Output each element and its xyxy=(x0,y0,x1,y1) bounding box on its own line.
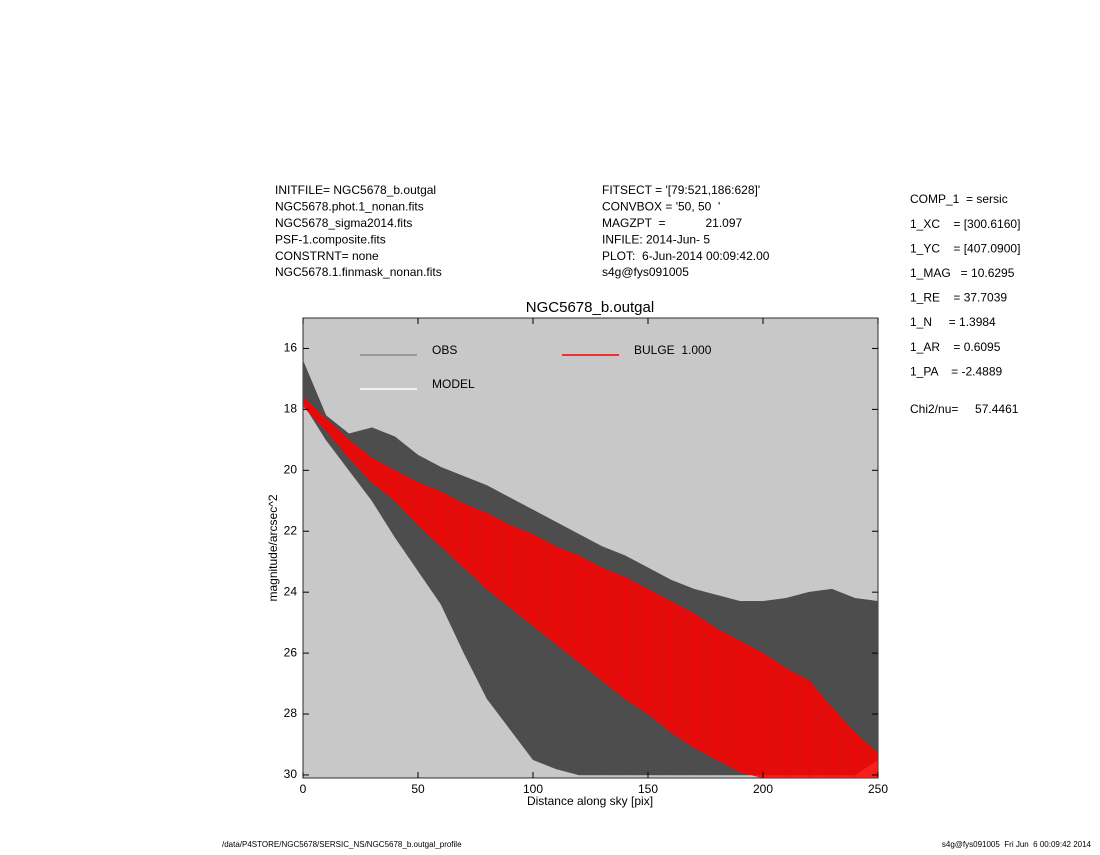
plot-area xyxy=(303,360,878,778)
x-tick-label: 0 xyxy=(300,782,307,796)
fit-parameter: 1_PA = -2.4889 xyxy=(910,364,1003,378)
header-center-line: CONVBOX = '50, 50 ' xyxy=(602,200,720,214)
fit-parameter: 1_RE = 37.7039 xyxy=(910,291,1007,305)
y-tick-label: 22 xyxy=(284,523,298,537)
x-tick-label: 200 xyxy=(753,782,773,796)
band-segment xyxy=(716,628,741,773)
y-tick-label: 20 xyxy=(284,462,298,476)
legend-label: OBS xyxy=(432,343,457,357)
chi2: Chi2/nu= 57.4461 xyxy=(910,402,1019,416)
x-tick-label: 250 xyxy=(868,782,888,796)
band-segment xyxy=(670,600,695,749)
footer-left: /data/P4STORE/NGC5678/SERSIC_NS/NGC5678_… xyxy=(222,840,462,849)
x-tick-label: 150 xyxy=(638,782,658,796)
y-tick-label: 30 xyxy=(284,767,298,781)
header-left-line: PSF-1.composite.fits xyxy=(275,232,386,246)
band-segment xyxy=(555,546,580,663)
band-segment xyxy=(785,667,810,778)
fit-parameter: COMP_1 = sersic xyxy=(910,192,1008,206)
fit-parameter: 1_XC = [300.6160] xyxy=(910,217,1020,231)
band-segment xyxy=(532,533,557,645)
legend-label: BULGE 1.000 xyxy=(634,343,712,357)
band-segment xyxy=(762,652,787,778)
x-axis-label: Distance along sky [pix] xyxy=(527,794,653,808)
band-segment xyxy=(854,597,878,776)
chart-title: NGC5678_b.outgal xyxy=(526,299,654,316)
header-center-line: PLOT: 6-Jun-2014 00:09:42.00 xyxy=(602,249,770,263)
fit-parameter: 1_AR = 0.6095 xyxy=(910,340,1001,354)
header-center-line: INFILE: 2014-Jun- 5 xyxy=(602,232,710,246)
band-segment xyxy=(601,567,626,700)
x-tick-label: 100 xyxy=(523,782,543,796)
header-center-line: MAGZPT = 21.097 xyxy=(602,216,742,230)
band-segment xyxy=(831,707,856,778)
footer-right: s4g@fys091005 Fri Jun 6 00:09:42 2014 xyxy=(942,840,1092,849)
band-segment xyxy=(624,576,649,715)
fit-parameter: 1_MAG = 10.6295 xyxy=(910,266,1015,280)
header-left-line: INITFILE= NGC5678_b.outgal xyxy=(275,183,436,197)
header-left-line: NGC5678.1.finmask_nonan.fits xyxy=(275,265,442,279)
y-tick-label: 28 xyxy=(284,706,298,720)
header-center-line: s4g@fys091005 xyxy=(602,265,689,279)
y-tick-label: 16 xyxy=(284,341,298,355)
band-segment xyxy=(739,640,764,778)
y-axis-label: magnitude/arcsec^2 xyxy=(266,494,280,601)
header-center-line: FITSECT = '[79:521,186:628]' xyxy=(602,183,760,197)
band-segment xyxy=(647,588,672,733)
y-tick-label: 18 xyxy=(284,402,298,416)
header-left-line: CONSTRNT= none xyxy=(275,249,379,263)
header-left-line: NGC5678_sigma2014.fits xyxy=(275,216,412,230)
fit-parameter: 1_YC = [407.0900] xyxy=(910,241,1020,255)
band-segment xyxy=(808,679,833,778)
header-left-line: NGC5678.phot.1_nonan.fits xyxy=(275,200,424,214)
band-segment xyxy=(854,731,878,778)
y-tick-label: 26 xyxy=(284,645,298,659)
band-segment xyxy=(693,613,718,761)
band-segment xyxy=(578,555,603,682)
legend-label: MODEL xyxy=(432,377,475,391)
y-tick-label: 24 xyxy=(284,584,298,598)
fit-parameter: 1_N = 1.3984 xyxy=(910,315,996,329)
x-tick-label: 50 xyxy=(411,782,425,796)
